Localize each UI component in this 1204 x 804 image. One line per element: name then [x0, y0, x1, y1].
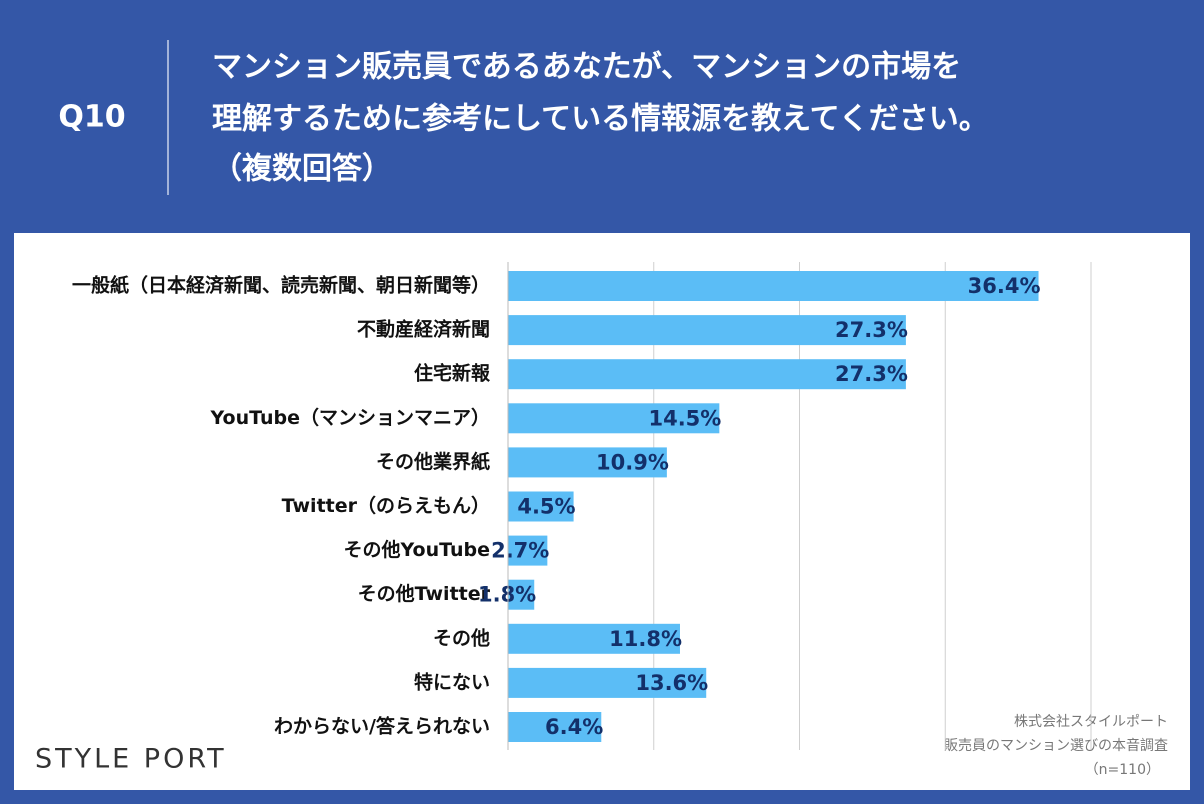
- value-label: 10.9%: [596, 450, 669, 474]
- title-line: 理解するために参考にしている情報源を教えてください。: [212, 102, 989, 137]
- title-line: マンション販売員であるあなたが、マンションの市場を: [212, 50, 961, 85]
- category-label: その他YouTube: [344, 538, 490, 561]
- category-label: 特にない: [414, 671, 490, 693]
- value-label: 4.5%: [517, 495, 575, 519]
- category-label: わからない/答えられない: [274, 715, 490, 738]
- value-label: 27.3%: [835, 318, 908, 342]
- logo: STYLE PORT: [35, 744, 227, 775]
- title-line: （複数回答）: [212, 152, 392, 187]
- bar: [508, 447, 667, 478]
- category-label: 住宅新報: [414, 362, 491, 385]
- category-label: その他: [433, 626, 490, 649]
- bar: [508, 271, 1039, 301]
- question-number: Q10: [58, 100, 125, 135]
- category-label: 一般紙（日本経済新聞、読売新聞、朝日新聞等）: [72, 274, 490, 297]
- category-label: 不動産経済新聞: [357, 318, 490, 341]
- value-label: 14.5%: [648, 406, 721, 430]
- value-label: 1.8%: [478, 583, 536, 607]
- category-label: その他業界紙: [376, 450, 490, 473]
- bar: [508, 359, 906, 390]
- bar: [508, 623, 680, 654]
- bar: [508, 667, 707, 698]
- value-label: 27.3%: [835, 362, 908, 386]
- category-label: YouTube（マンションマニア）: [210, 406, 490, 429]
- value-label: 6.4%: [545, 715, 603, 739]
- value-label: 2.7%: [491, 539, 549, 563]
- bar: [508, 403, 720, 434]
- value-label: 11.8%: [609, 627, 682, 651]
- bar: [508, 712, 602, 742]
- footer-line: 販売員のマンション選びの本音調査: [944, 737, 1168, 754]
- bar: [508, 315, 906, 346]
- bar: [508, 491, 574, 522]
- footer-line: （n=110）: [1085, 762, 1160, 778]
- value-label: 36.4%: [968, 274, 1041, 298]
- value-label: 13.6%: [635, 671, 708, 695]
- bar: [508, 579, 535, 610]
- category-label: Twitter（のらえもん）: [282, 494, 490, 517]
- bar: [508, 535, 548, 566]
- category-label: その他Twitter: [358, 582, 491, 605]
